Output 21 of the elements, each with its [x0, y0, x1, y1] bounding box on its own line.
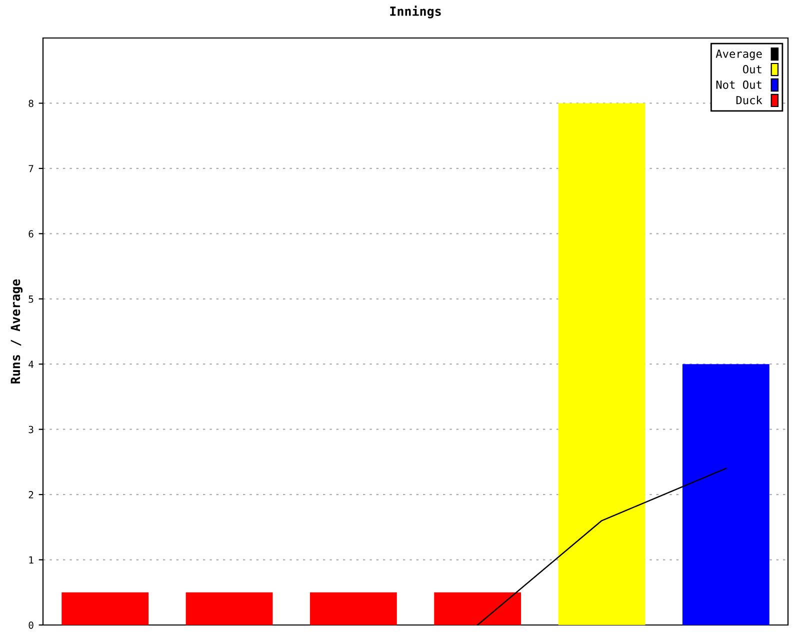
legend-label: Not Out — [716, 80, 762, 89]
chart-title: Innings — [390, 6, 441, 18]
y-tick-label: 6 — [28, 230, 34, 238]
bar — [186, 592, 273, 625]
bar — [434, 592, 522, 625]
bar — [558, 103, 646, 625]
y-tick-label: 8 — [28, 100, 34, 108]
y-tick-label: 5 — [28, 296, 34, 303]
y-tick-label: 4 — [28, 360, 34, 368]
y-axis-title: Runs / Average — [10, 279, 23, 384]
legend-label: Average — [716, 50, 762, 60]
y-tick-label: 3 — [28, 426, 34, 434]
legend-label: Duck — [736, 96, 762, 104]
y-tick-label: 1 — [29, 556, 34, 564]
y-tick-label: 2 — [28, 491, 34, 498]
y-tick-label: 0 — [28, 622, 34, 629]
y-tick-label: 7 — [28, 165, 34, 172]
bar — [62, 592, 149, 625]
bar — [682, 364, 770, 625]
legend-label: Out — [743, 65, 762, 74]
bar — [310, 592, 397, 625]
